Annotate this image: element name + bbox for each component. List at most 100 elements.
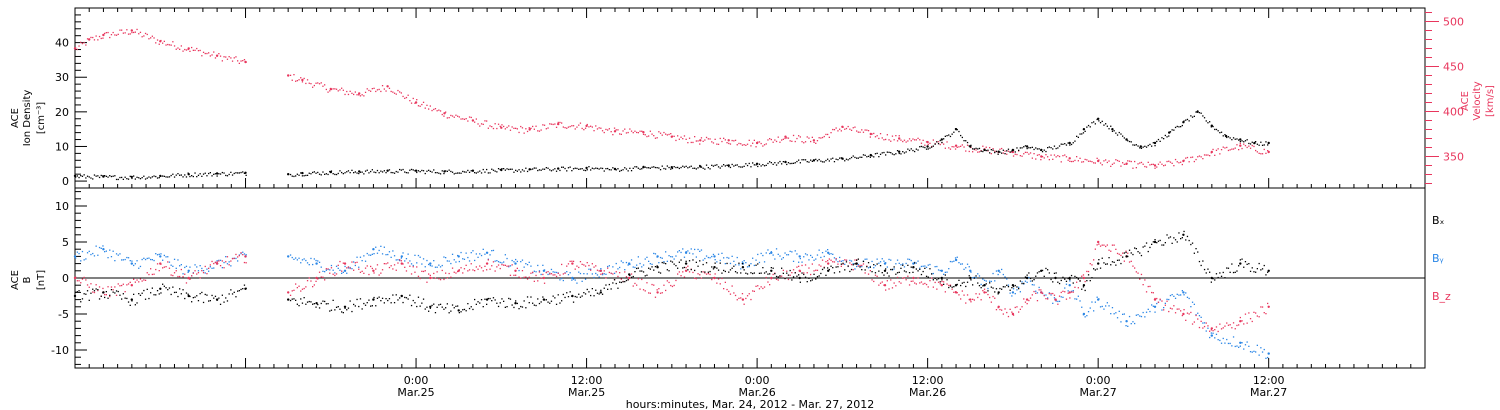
density-point	[102, 175, 105, 178]
bx-dot	[555, 303, 558, 305]
bz-dot	[1142, 284, 1144, 286]
by-dot	[1154, 311, 1156, 313]
bz-dot	[78, 280, 80, 282]
by-dot	[223, 261, 225, 264]
by-dot	[721, 252, 723, 254]
by-dot	[1007, 284, 1010, 286]
by-dot	[1205, 330, 1207, 332]
bx-dot	[850, 268, 853, 271]
bz-dot	[1002, 313, 1004, 315]
bz-dot	[433, 272, 435, 275]
velocity-dot	[115, 34, 118, 36]
density-dot	[1188, 120, 1190, 122]
density-dot	[752, 162, 754, 164]
density-dot	[929, 147, 931, 149]
by-dot	[613, 272, 616, 274]
by-dot	[673, 258, 675, 260]
bz-point	[457, 269, 460, 272]
by-dot	[555, 271, 558, 274]
bx-point	[827, 269, 830, 272]
by-dot	[1260, 347, 1262, 349]
density-dot	[368, 172, 370, 174]
by-dot	[1181, 290, 1183, 292]
by-dot	[109, 249, 111, 251]
density-dot	[78, 176, 80, 179]
bx-dot	[903, 270, 906, 272]
bx-dot	[972, 284, 974, 286]
bx-dot	[958, 279, 960, 281]
bz-dot	[571, 260, 573, 262]
velocity-dot	[1007, 150, 1010, 152]
velocity-dot	[895, 135, 897, 137]
velocity-dot	[827, 133, 829, 136]
velocity-dot	[214, 57, 217, 59]
velocity-dot	[197, 50, 200, 52]
density-dot	[849, 158, 851, 160]
density-dot	[1064, 143, 1066, 145]
bz-dot	[387, 262, 389, 264]
velocity-dot	[1260, 153, 1262, 155]
bx-dot	[1157, 240, 1160, 242]
density-dot	[503, 168, 505, 170]
bz-dot	[388, 266, 391, 269]
by-dot	[1243, 348, 1245, 350]
density-dot	[511, 168, 513, 170]
density-dot	[1099, 122, 1102, 124]
density-dot	[223, 172, 225, 174]
bz-dot	[233, 257, 235, 260]
by-dot	[680, 251, 682, 254]
bz-dot	[854, 259, 856, 261]
velocity-dot	[177, 47, 179, 49]
velocity-dot	[943, 143, 945, 145]
bz-dot	[994, 297, 996, 299]
bz-dot	[818, 264, 820, 266]
density-dot	[112, 175, 114, 177]
bx-dot	[1255, 271, 1257, 273]
bz-dot	[489, 268, 491, 270]
density-dot	[827, 158, 829, 160]
bz-dot	[852, 269, 854, 271]
bz-point	[400, 262, 403, 265]
bz-dot	[1024, 301, 1027, 303]
density-dot	[153, 175, 155, 177]
by-dot	[1031, 284, 1033, 286]
density-dot	[850, 156, 853, 159]
bx-dot	[462, 309, 464, 311]
bz-dot	[404, 266, 406, 268]
bz-dot	[816, 269, 819, 271]
velocity-dot	[416, 99, 418, 101]
by-dot	[92, 252, 94, 255]
bz-dot	[625, 276, 628, 278]
bz-dot	[1255, 312, 1257, 314]
bx-dot	[547, 301, 549, 303]
velocity-dot	[518, 131, 520, 134]
by-dot	[378, 249, 380, 252]
by-dot	[1142, 311, 1144, 314]
velocity-dot	[550, 123, 553, 125]
bz-dot	[898, 281, 900, 283]
bx-dot	[76, 291, 78, 293]
by-dot	[306, 262, 309, 264]
bx-dot	[373, 296, 375, 299]
by-dot	[1219, 339, 1221, 342]
by-dot	[581, 280, 583, 282]
by-dot	[450, 262, 452, 265]
density-dot	[322, 171, 324, 173]
by-dot	[1079, 300, 1081, 302]
bz-dot	[218, 260, 220, 262]
bz-dot	[1219, 323, 1221, 325]
bx-dot	[931, 273, 933, 275]
velocity-dot	[673, 135, 675, 137]
velocity-dot	[1076, 156, 1078, 158]
by-dot	[601, 274, 604, 276]
bx-point	[485, 298, 489, 301]
bz-dot	[1019, 308, 1021, 310]
by-dot	[1176, 293, 1178, 295]
density-dot	[417, 170, 420, 172]
density-dot	[117, 178, 119, 181]
velocity-dot	[920, 142, 923, 144]
by-point	[1097, 298, 1100, 301]
bx-dot	[1123, 252, 1125, 254]
density-dot	[925, 148, 928, 150]
velocity-dot	[818, 137, 820, 139]
